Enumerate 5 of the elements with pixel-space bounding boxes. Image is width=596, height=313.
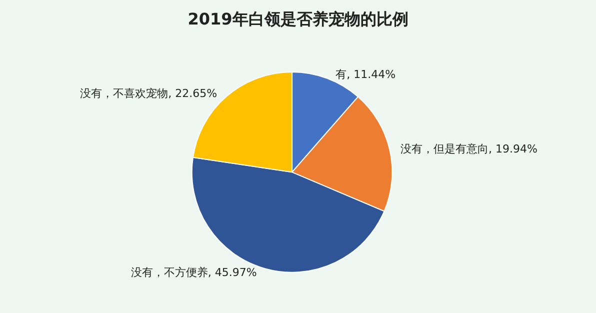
- slice-label: 没有，不喜欢宠物, 22.65%: [80, 86, 218, 100]
- chart-title: 2019年白领是否养宠物的比例: [188, 10, 408, 28]
- slice-label: 没有，但是有意向, 19.94%: [400, 142, 538, 156]
- slice-label: 没有，不方便养, 45.97%: [130, 266, 257, 279]
- slice-label: 有, 11.44%: [336, 68, 396, 82]
